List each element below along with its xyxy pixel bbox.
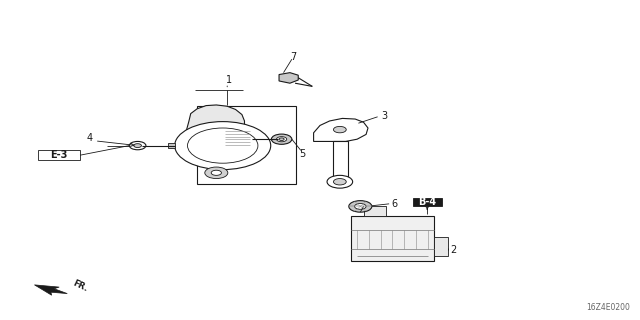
- Polygon shape: [279, 73, 298, 83]
- Circle shape: [129, 141, 146, 150]
- Circle shape: [211, 170, 221, 175]
- Bar: [413, 198, 442, 206]
- Circle shape: [205, 167, 228, 179]
- Circle shape: [271, 134, 292, 144]
- Polygon shape: [224, 129, 252, 147]
- Bar: [364, 206, 386, 216]
- Circle shape: [175, 122, 271, 170]
- Circle shape: [333, 126, 346, 133]
- Bar: [351, 216, 434, 261]
- Text: 16Z4E0200: 16Z4E0200: [586, 303, 630, 312]
- Text: 2: 2: [450, 244, 456, 255]
- Bar: [434, 237, 448, 256]
- Text: 4: 4: [86, 132, 93, 143]
- Polygon shape: [35, 285, 67, 295]
- Circle shape: [333, 179, 346, 185]
- Circle shape: [188, 128, 258, 163]
- Circle shape: [134, 144, 141, 148]
- Polygon shape: [333, 141, 348, 182]
- Text: 7: 7: [290, 52, 296, 62]
- Polygon shape: [168, 143, 175, 148]
- Text: 5: 5: [300, 149, 306, 159]
- Polygon shape: [314, 118, 368, 141]
- Text: 6: 6: [392, 199, 398, 209]
- Text: 3: 3: [381, 111, 388, 121]
- Circle shape: [279, 138, 284, 140]
- Circle shape: [349, 201, 372, 212]
- Text: E-3: E-3: [51, 150, 68, 160]
- Text: FR.: FR.: [72, 279, 90, 294]
- Polygon shape: [184, 105, 252, 157]
- Bar: [197, 106, 296, 184]
- Circle shape: [276, 137, 287, 142]
- Bar: [38, 150, 80, 160]
- Text: B-4: B-4: [418, 197, 436, 207]
- Circle shape: [355, 204, 366, 209]
- Text: 1: 1: [226, 75, 232, 85]
- Circle shape: [327, 175, 353, 188]
